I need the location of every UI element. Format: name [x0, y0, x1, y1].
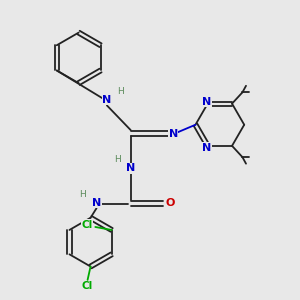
Text: N: N — [102, 95, 112, 105]
Text: N: N — [202, 97, 212, 107]
Text: H: H — [114, 155, 120, 164]
Text: O: O — [165, 199, 175, 208]
Text: N: N — [169, 129, 178, 139]
Text: N: N — [92, 198, 101, 208]
Text: N: N — [126, 163, 135, 173]
Text: Cl: Cl — [81, 220, 93, 230]
Text: H: H — [117, 87, 124, 96]
Text: Cl: Cl — [82, 281, 93, 291]
Text: H: H — [80, 190, 86, 199]
Text: N: N — [202, 142, 212, 153]
